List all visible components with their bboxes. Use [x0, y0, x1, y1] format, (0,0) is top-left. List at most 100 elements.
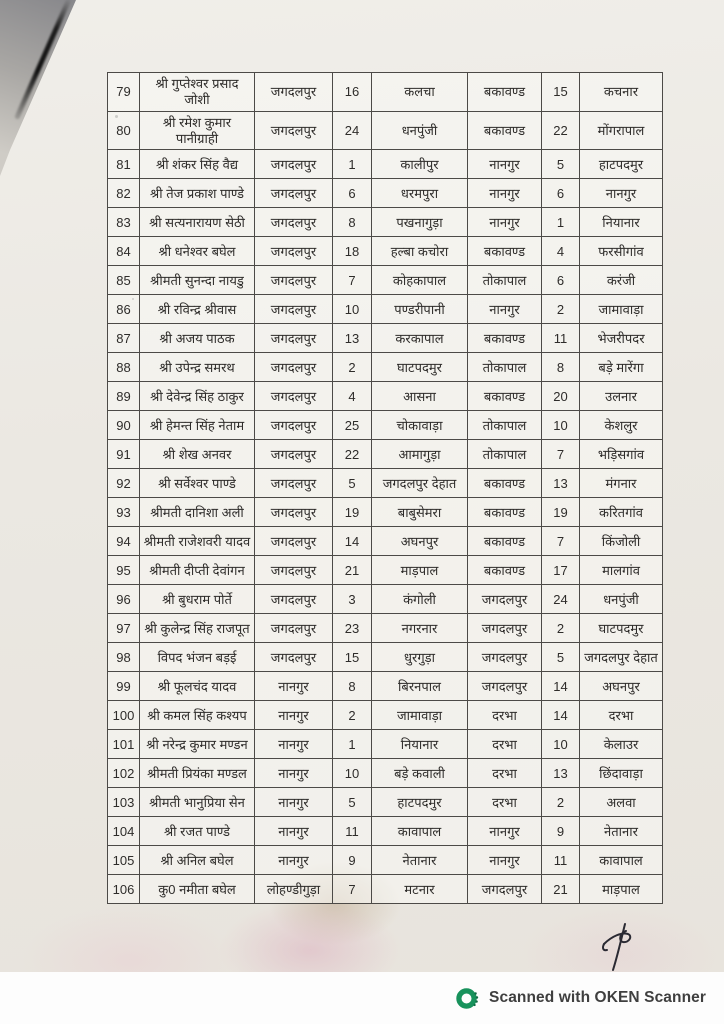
table-row: 106 कु0 नमीता बघेल लोहण्डीगुड़ा 7 मटनार जगदलप…: [107, 874, 663, 905]
cell-num2: 11: [541, 323, 580, 354]
cell-num1: 22: [332, 439, 372, 470]
cell-name: श्री हेमन्त सिंह नेताम: [139, 410, 255, 441]
table-row: 87 श्री अजय पाठक जगदलपुर 13 करकापाल बकावण्ड 11…: [107, 323, 663, 354]
cell-sl: 93: [107, 497, 140, 528]
cell-block2: बकावण्ड: [467, 236, 542, 267]
cell-block: जगदलपुर: [254, 149, 333, 180]
cell-block2: जगदलपुर: [467, 671, 542, 702]
cell-place2: धनपुंजी: [579, 584, 663, 615]
cell-block: जगदलपुर: [254, 72, 333, 112]
cell-num2: 5: [541, 642, 580, 673]
cell-name: श्रीमती दीप्ती देवांगन: [139, 555, 255, 586]
cell-sl: 80: [107, 110, 140, 151]
cell-block: जगदलपुर: [254, 613, 333, 644]
cell-sl: 82: [107, 178, 140, 209]
table-row: 81 श्री शंकर सिंह वैद्य जगदलपुर 1 कालीपुर नान…: [107, 149, 663, 180]
cell-num1: 4: [332, 381, 372, 412]
cell-place1: नियानार: [371, 729, 468, 760]
cell-name: श्री अजय पाठक: [139, 323, 255, 354]
table-row: 95 श्रीमती दीप्ती देवांगन जगदलपुर 21 माड़पाल…: [107, 555, 663, 586]
cell-place2: मोंगरापाल: [579, 110, 663, 151]
cell-block: जगदलपुर: [254, 265, 333, 296]
cell-name: श्री कमल सिंह कश्यप: [139, 700, 255, 731]
cell-block2: बकावण्ड: [467, 497, 542, 528]
cell-sl: 102: [107, 758, 140, 789]
cell-place2: मालगांव: [579, 555, 663, 586]
cell-block: नानगुर: [254, 671, 333, 702]
cell-block2: जगदलपुर: [467, 584, 542, 615]
cell-num1: 15: [332, 642, 372, 673]
cell-block2: तोकापाल: [467, 439, 542, 470]
cell-place2: फरसीगांव: [579, 236, 663, 267]
cell-num1: 1: [332, 149, 372, 180]
cell-place2: करंजी: [579, 265, 663, 296]
cell-block2: बकावण्ड: [467, 323, 542, 354]
cell-num2: 14: [541, 700, 580, 731]
cell-num2: 7: [541, 439, 580, 470]
cell-sl: 79: [107, 72, 140, 112]
cell-name: श्री उपेन्द्र समरथ: [139, 352, 255, 383]
cell-sl: 105: [107, 845, 140, 876]
cell-block2: नानगुर: [467, 816, 542, 847]
cell-place1: धरमपुरा: [371, 178, 468, 209]
cell-block2: बकावण्ड: [467, 526, 542, 557]
cell-place1: कोहकापाल: [371, 265, 468, 296]
cell-block2: बकावण्ड: [467, 555, 542, 586]
table-row: 90 श्री हेमन्त सिंह नेताम जगदलपुर 25 चोकावाड…: [107, 410, 663, 441]
cell-name: श्री कुलेन्द्र सिंह राजपूत: [139, 613, 255, 644]
cell-num1: 2: [332, 352, 372, 383]
cell-num1: 8: [332, 671, 372, 702]
cell-num1: 19: [332, 497, 372, 528]
cell-place2: किंजोली: [579, 526, 663, 557]
cell-num2: 20: [541, 381, 580, 412]
cell-block: जगदलपुर: [254, 294, 333, 325]
cell-name: श्री रमेश कुमार पानीग्राही: [139, 110, 255, 151]
cell-place2: भड़िसगांव: [579, 439, 663, 470]
cell-name: श्री रजत पाण्डे: [139, 816, 255, 847]
cell-name: श्री रविन्द्र श्रीवास: [139, 294, 255, 325]
cell-block: जगदलपुर: [254, 526, 333, 557]
cell-name: श्रीमती राजेशवरी यादव: [139, 526, 255, 557]
cell-num2: 10: [541, 729, 580, 760]
cell-sl: 92: [107, 468, 140, 499]
table-row: 96 श्री बुधराम पोर्ते जगदलपुर 3 कंगोली जगदलपु…: [107, 584, 663, 615]
cell-name: श्रीमती दानिशा अली: [139, 497, 255, 528]
cell-sl: 106: [107, 874, 140, 905]
table-row: 97 श्री कुलेन्द्र सिंह राजपूत जगदलपुर 23 नगर…: [107, 613, 663, 644]
cell-place1: कावापाल: [371, 816, 468, 847]
cell-num2: 10: [541, 410, 580, 441]
cell-place1: बड़े कवाली: [371, 758, 468, 789]
cell-place1: मटनार: [371, 874, 468, 905]
table-row: 88 श्री उपेन्द्र समरथ जगदलपुर 2 घाटपदमुर तोका…: [107, 352, 663, 383]
cell-num2: 17: [541, 555, 580, 586]
cell-block2: नानगुर: [467, 178, 542, 209]
cell-block2: जगदलपुर: [467, 642, 542, 673]
cell-place2: बड़े मारेंगा: [579, 352, 663, 383]
cell-num1: 6: [332, 178, 372, 209]
cell-num1: 24: [332, 110, 372, 151]
cell-name: श्रीमती सुनन्दा नायडु: [139, 265, 255, 296]
table-body: 79 श्री गुप्तेश्वर प्रसाद जोशी जगदलपुर 16 कल…: [107, 72, 663, 905]
cell-block: नानगुर: [254, 845, 333, 876]
cell-place1: कलचा: [371, 72, 468, 112]
cell-block2: तोकापाल: [467, 265, 542, 296]
cell-block: जगदलपुर: [254, 410, 333, 441]
cell-block: जगदलपुर: [254, 584, 333, 615]
cell-num1: 3: [332, 584, 372, 615]
table-row: 91 श्री शेख अनवर जगदलपुर 22 आमागुड़ा तोकापाल 7…: [107, 439, 663, 470]
cell-num1: 7: [332, 874, 372, 905]
cell-sl: 86: [107, 294, 140, 325]
cell-place1: नगरनार: [371, 613, 468, 644]
cell-block: नानगुर: [254, 700, 333, 731]
cell-block2: नानगुर: [467, 294, 542, 325]
cell-num2: 4: [541, 236, 580, 267]
cell-block2: जगदलपुर: [467, 613, 542, 644]
cell-name: श्री गुप्तेश्वर प्रसाद जोशी: [139, 72, 255, 112]
cell-sl: 83: [107, 207, 140, 238]
cell-sl: 81: [107, 149, 140, 180]
cell-sl: 98: [107, 642, 140, 673]
table-row: 80 श्री रमेश कुमार पानीग्राही जगदलपुर 24 धनप…: [107, 110, 663, 151]
cell-name: श्री बुधराम पोर्ते: [139, 584, 255, 615]
cell-name: श्रीमती भानुप्रिया सेन: [139, 787, 255, 818]
cell-block: नानगुर: [254, 816, 333, 847]
